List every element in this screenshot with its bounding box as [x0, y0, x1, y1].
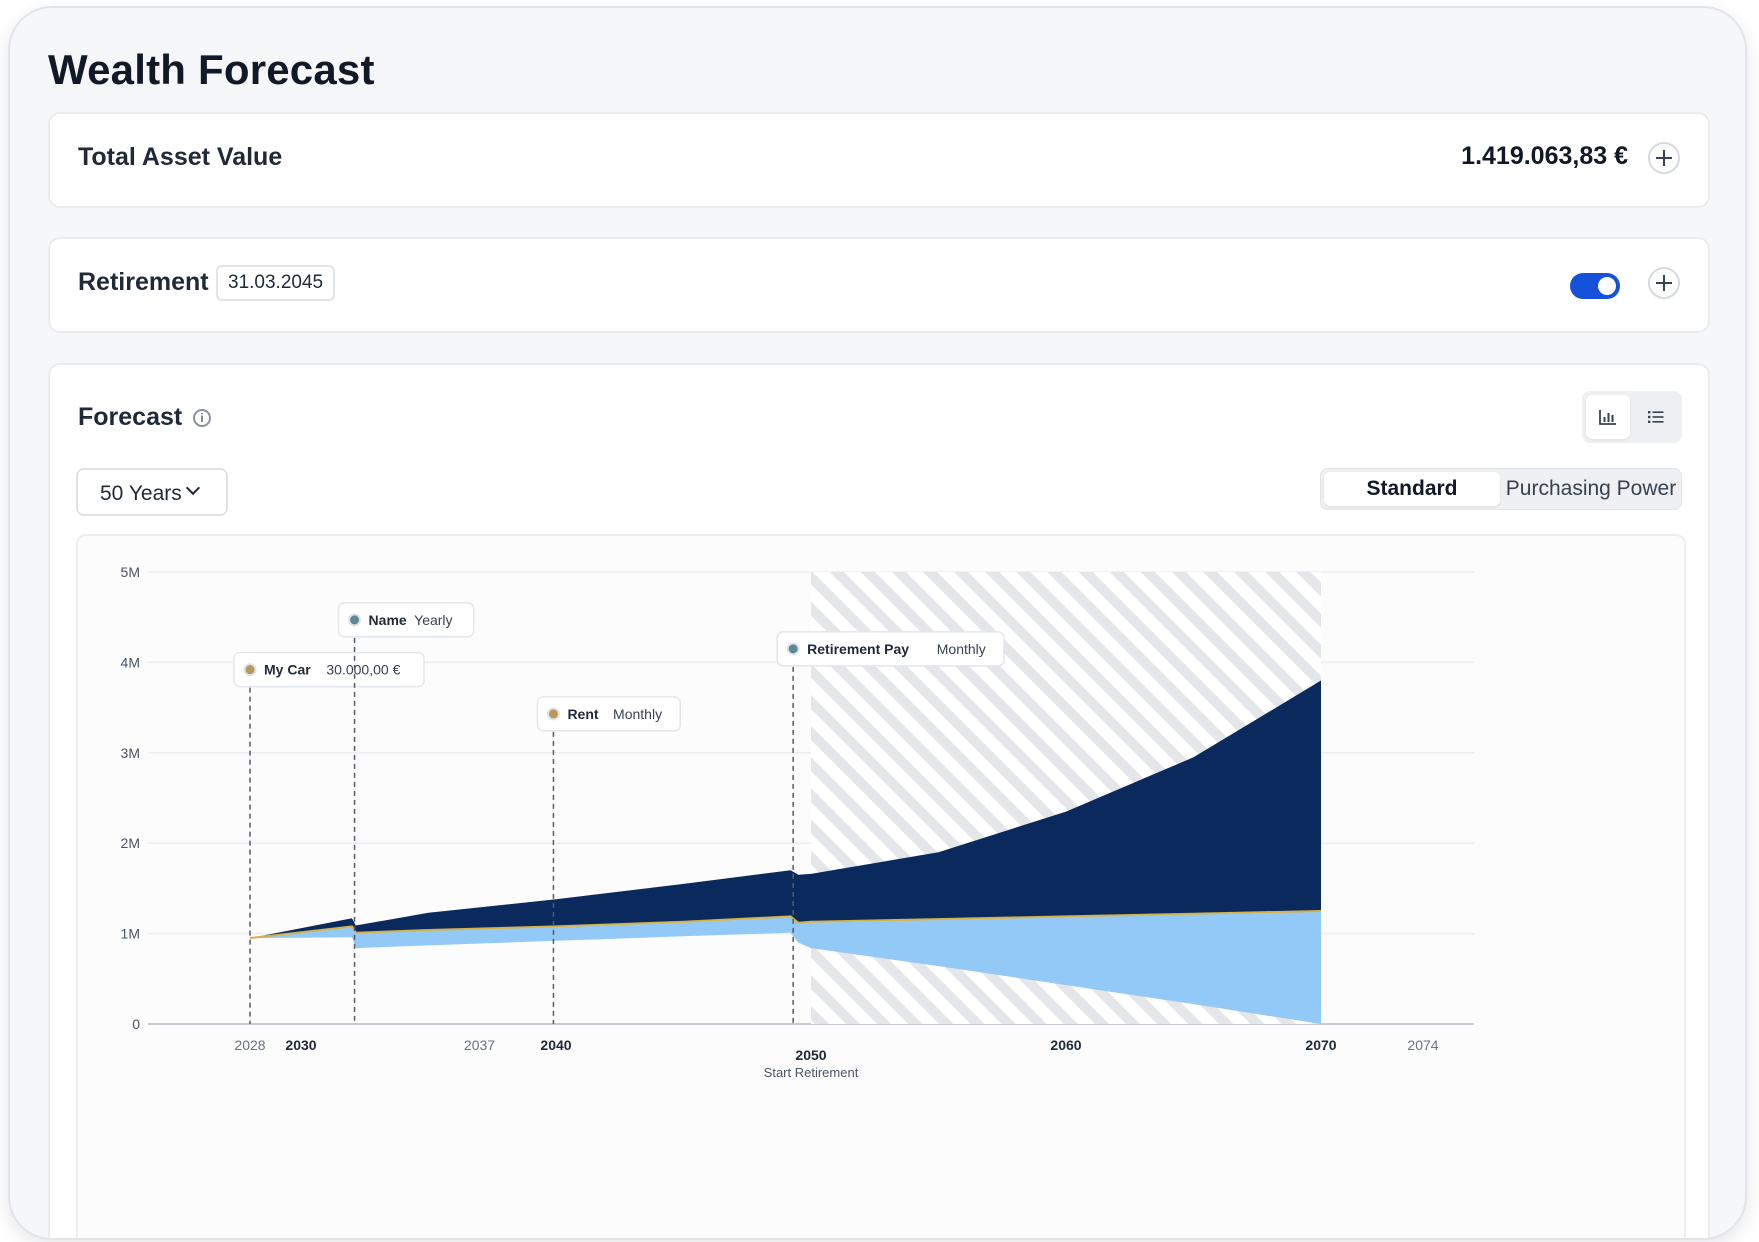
event-name: Retirement Pay [807, 641, 909, 657]
event-label: Retirement Pay Monthly [776, 631, 1005, 667]
view-toggle [1582, 391, 1682, 443]
area-series-dark [250, 680, 1321, 939]
y-tick-label: 3M [121, 745, 140, 761]
plus-icon [1656, 150, 1672, 166]
event-marker-dot [348, 613, 362, 627]
event-label: Name Yearly [337, 602, 475, 638]
event-detail: Yearly [414, 612, 452, 628]
event-label-box [233, 651, 425, 688]
app-window: Wealth Forecast Total Asset Value 1.419.… [8, 6, 1747, 1240]
event-marker-dot [243, 663, 257, 677]
event-label: My Car 30.000,00 € [233, 651, 425, 688]
event-name: My Car [264, 662, 311, 678]
x-tick-label: 2040 [540, 1037, 571, 1053]
forecast-chart: 0 1M 2M 3M 4M 5M My Car 30.000,00 € Name Yearly Re… [76, 534, 1686, 1238]
retirement-date-input[interactable]: 31.03.2045 [216, 265, 336, 301]
forecast-label: Forecast [78, 403, 183, 431]
mode-purchasing-power[interactable]: Purchasing Power [1505, 477, 1677, 500]
event-name: Name [369, 612, 407, 628]
info-icon[interactable]: i [193, 409, 211, 427]
list-icon [1648, 411, 1664, 423]
y-tick-label: 4M [121, 654, 140, 670]
event-name: Rent [567, 706, 598, 722]
mode-segmented-control: Standard Purchasing Power [1320, 468, 1682, 510]
mode-standard[interactable]: Standard [1324, 472, 1500, 506]
event-label: Rent Monthly [536, 696, 682, 732]
bar-chart-icon [1599, 410, 1616, 425]
chart-canvas: 0 1M 2M 3M 4M 5M My Car 30.000,00 € Name Yearly Re… [121, 564, 1474, 1080]
series-divider-line [249, 910, 1322, 940]
chevron-down-icon [185, 480, 201, 496]
event-label-box [776, 631, 1005, 667]
total-asset-value: 1.419.063,83 € [1461, 142, 1628, 170]
range-select-value: 50 Years [100, 482, 182, 505]
event-label-box [337, 602, 475, 638]
total-asset-label: Total Asset Value [78, 143, 283, 171]
y-tick-label: 1M [121, 926, 140, 942]
page-title: Wealth Forecast [48, 46, 375, 93]
list-view-button[interactable] [1634, 395, 1678, 439]
event-label-box [536, 696, 682, 732]
event-detail: Monthly [937, 641, 986, 657]
range-select[interactable]: 50 Years [76, 468, 228, 516]
add-asset-button[interactable] [1648, 142, 1680, 174]
chart-view-button[interactable] [1586, 395, 1630, 439]
retirement-toggle[interactable] [1570, 273, 1620, 299]
event-detail: 30.000,00 € [326, 662, 400, 678]
x-tick-sublabel: Start Retirement [764, 1065, 859, 1080]
event-detail: Monthly [613, 706, 662, 722]
toggle-knob [1598, 277, 1616, 295]
plus-icon [1656, 275, 1672, 291]
x-tick-label: 2037 [464, 1037, 495, 1053]
retirement-label: Retirement [78, 268, 209, 296]
x-tick-label: 2028 [234, 1037, 265, 1053]
x-tick-label: 2070 [1305, 1037, 1336, 1053]
total-asset-card: Total Asset Value 1.419.063,83 € [48, 112, 1710, 208]
x-tick-label: 2050 [795, 1047, 826, 1063]
event-marker-dot [546, 707, 560, 721]
x-tick-label: 2060 [1050, 1037, 1081, 1053]
retirement-card: Retirement 31.03.2045 [48, 237, 1710, 333]
y-tick-label: 2M [121, 835, 140, 851]
x-tick-label: 2074 [1407, 1037, 1438, 1053]
add-retirement-button[interactable] [1648, 267, 1680, 299]
y-tick-label: 5M [121, 564, 140, 580]
y-tick-label: 0 [132, 1016, 140, 1032]
event-marker-dot [786, 642, 800, 656]
x-tick-label: 2030 [285, 1037, 316, 1053]
forecast-card: Forecast i [48, 363, 1710, 1238]
area-series-light [250, 911, 1321, 1024]
